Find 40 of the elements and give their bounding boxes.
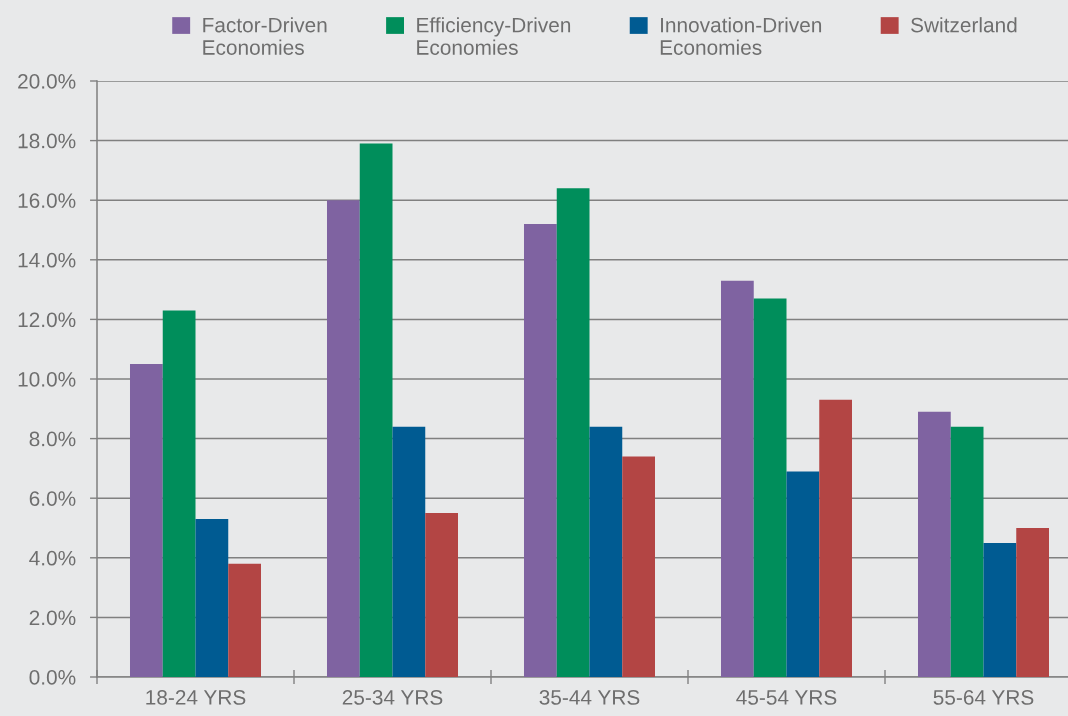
- legend-label: Innovation-Driven Economies: [660, 17, 822, 55]
- bar: [819, 399, 852, 677]
- bar: [392, 426, 426, 677]
- bar: [950, 426, 984, 677]
- bar: [786, 471, 820, 677]
- y-tick-label: 2.0%: [29, 610, 76, 626]
- y-tick-label: 20.0%: [18, 74, 76, 89]
- bar: [983, 542, 1017, 677]
- x-tick-label: 45-54 YRS: [736, 690, 837, 705]
- y-tick-label: 4.0%: [29, 550, 76, 566]
- bar: [622, 456, 655, 677]
- y-tick-label: 14.0%: [18, 252, 76, 268]
- y-tick-label: 16.0%: [18, 193, 76, 208]
- bar: [589, 426, 623, 677]
- y-tick-label: 12.0%: [18, 312, 76, 328]
- bar: [524, 224, 557, 677]
- y-tick-label: 8.0%: [29, 431, 76, 447]
- x-tick-label: 25-34 YRS: [342, 690, 443, 705]
- bar: [721, 280, 754, 677]
- bar: [556, 188, 590, 677]
- bar: [918, 411, 951, 677]
- legend-label: Switzerland: [911, 17, 1017, 33]
- y-tick-label: 0.0%: [29, 670, 76, 685]
- bar: [359, 143, 393, 677]
- bar: [228, 563, 261, 677]
- y-tick-label: 18.0%: [18, 133, 76, 149]
- bar: [425, 513, 458, 677]
- y-tick-label: 10.0%: [18, 372, 76, 387]
- legend-label: Efficiency-Driven Economies: [417, 17, 571, 55]
- bar: [162, 310, 196, 677]
- bar: [195, 519, 229, 677]
- x-tick-label: 35-44 YRS: [539, 690, 640, 705]
- legend-label: Factor-Driven Economies: [203, 17, 327, 55]
- x-tick-label: 55-64 YRS: [933, 690, 1034, 705]
- bar: [753, 298, 787, 677]
- bar: [130, 364, 163, 677]
- y-tick-label: 6.0%: [29, 491, 76, 506]
- bar: [327, 200, 360, 677]
- x-tick-label: 18-24 YRS: [146, 690, 246, 705]
- bar: [1016, 528, 1049, 677]
